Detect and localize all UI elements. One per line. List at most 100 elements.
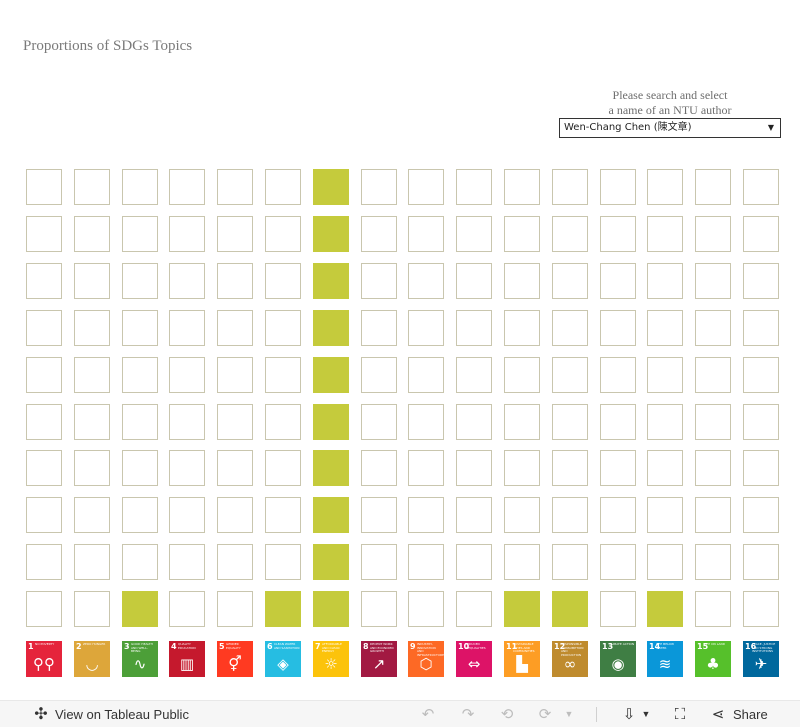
refresh-menu-chevron-icon[interactable]: ▼ [564, 709, 574, 719]
waffle-cell-empty[interactable] [600, 450, 636, 486]
waffle-cell-empty[interactable] [74, 450, 110, 486]
waffle-cell-empty[interactable] [408, 404, 444, 440]
waffle-cell-empty[interactable] [695, 497, 731, 533]
waffle-cell-empty[interactable] [647, 544, 683, 580]
waffle-cell-filled[interactable] [313, 497, 349, 533]
view-on-tableau-link[interactable]: View on Tableau Public [55, 707, 189, 722]
waffle-cell-empty[interactable] [504, 404, 540, 440]
waffle-cell-empty[interactable] [552, 310, 588, 346]
waffle-cell-empty[interactable] [26, 216, 62, 252]
waffle-cell-empty[interactable] [26, 169, 62, 205]
waffle-cell-empty[interactable] [26, 450, 62, 486]
waffle-cell-empty[interactable] [169, 497, 205, 533]
author-select-dropdown[interactable]: Wen-Chang Chen (陳文章) ▼ [559, 118, 781, 138]
waffle-cell-empty[interactable] [456, 450, 492, 486]
waffle-cell-empty[interactable] [169, 310, 205, 346]
waffle-cell-empty[interactable] [408, 169, 444, 205]
waffle-cell-empty[interactable] [504, 263, 540, 299]
waffle-cell-empty[interactable] [647, 310, 683, 346]
waffle-cell-empty[interactable] [217, 310, 253, 346]
waffle-cell-empty[interactable] [169, 169, 205, 205]
waffle-cell-empty[interactable] [169, 216, 205, 252]
waffle-cell-filled[interactable] [647, 591, 683, 627]
waffle-cell-empty[interactable] [647, 216, 683, 252]
waffle-cell-empty[interactable] [361, 544, 397, 580]
waffle-cell-empty[interactable] [552, 404, 588, 440]
waffle-cell-empty[interactable] [743, 310, 779, 346]
waffle-cell-empty[interactable] [600, 591, 636, 627]
waffle-cell-empty[interactable] [600, 404, 636, 440]
waffle-cell-empty[interactable] [456, 357, 492, 393]
waffle-cell-empty[interactable] [361, 310, 397, 346]
waffle-cell-empty[interactable] [600, 357, 636, 393]
waffle-cell-empty[interactable] [26, 544, 62, 580]
waffle-cell-filled[interactable] [122, 591, 158, 627]
waffle-cell-empty[interactable] [74, 404, 110, 440]
waffle-cell-empty[interactable] [695, 357, 731, 393]
undo-icon[interactable]: ↶ [421, 706, 435, 723]
waffle-cell-empty[interactable] [647, 169, 683, 205]
waffle-cell-empty[interactable] [695, 263, 731, 299]
fullscreen-icon[interactable]: ⛶ [674, 706, 686, 723]
waffle-cell-empty[interactable] [504, 544, 540, 580]
waffle-cell-empty[interactable] [74, 263, 110, 299]
waffle-cell-empty[interactable] [361, 404, 397, 440]
waffle-cell-empty[interactable] [217, 263, 253, 299]
waffle-cell-empty[interactable] [408, 310, 444, 346]
waffle-cell-empty[interactable] [122, 450, 158, 486]
waffle-cell-filled[interactable] [313, 591, 349, 627]
waffle-cell-empty[interactable] [695, 591, 731, 627]
waffle-cell-empty[interactable] [265, 169, 301, 205]
waffle-cell-empty[interactable] [408, 450, 444, 486]
waffle-cell-empty[interactable] [74, 357, 110, 393]
waffle-cell-empty[interactable] [169, 404, 205, 440]
waffle-cell-empty[interactable] [600, 310, 636, 346]
waffle-cell-empty[interactable] [265, 544, 301, 580]
waffle-cell-empty[interactable] [552, 357, 588, 393]
waffle-cell-empty[interactable] [122, 263, 158, 299]
waffle-cell-empty[interactable] [600, 216, 636, 252]
waffle-cell-empty[interactable] [647, 404, 683, 440]
waffle-cell-empty[interactable] [217, 450, 253, 486]
waffle-cell-empty[interactable] [552, 169, 588, 205]
waffle-cell-empty[interactable] [695, 450, 731, 486]
waffle-cell-empty[interactable] [695, 404, 731, 440]
waffle-cell-empty[interactable] [122, 310, 158, 346]
waffle-cell-empty[interactable] [504, 450, 540, 486]
waffle-cell-empty[interactable] [504, 310, 540, 346]
waffle-cell-empty[interactable] [552, 544, 588, 580]
waffle-cell-empty[interactable] [456, 404, 492, 440]
waffle-cell-empty[interactable] [169, 591, 205, 627]
waffle-cell-empty[interactable] [743, 497, 779, 533]
waffle-cell-empty[interactable] [361, 591, 397, 627]
waffle-cell-empty[interactable] [504, 357, 540, 393]
revert-icon[interactable]: ⟲ [500, 706, 514, 723]
waffle-cell-empty[interactable] [26, 310, 62, 346]
waffle-cell-empty[interactable] [74, 591, 110, 627]
waffle-cell-empty[interactable] [26, 263, 62, 299]
waffle-cell-empty[interactable] [217, 216, 253, 252]
waffle-cell-empty[interactable] [74, 544, 110, 580]
waffle-cell-empty[interactable] [361, 357, 397, 393]
waffle-cell-empty[interactable] [169, 357, 205, 393]
waffle-cell-empty[interactable] [361, 497, 397, 533]
waffle-cell-empty[interactable] [122, 497, 158, 533]
waffle-cell-empty[interactable] [217, 169, 253, 205]
waffle-cell-empty[interactable] [600, 169, 636, 205]
waffle-cell-empty[interactable] [504, 497, 540, 533]
waffle-cell-empty[interactable] [26, 497, 62, 533]
waffle-cell-empty[interactable] [169, 450, 205, 486]
waffle-cell-filled[interactable] [313, 357, 349, 393]
waffle-cell-empty[interactable] [456, 216, 492, 252]
waffle-cell-filled[interactable] [313, 263, 349, 299]
waffle-cell-empty[interactable] [265, 263, 301, 299]
waffle-cell-empty[interactable] [552, 263, 588, 299]
waffle-cell-empty[interactable] [361, 263, 397, 299]
waffle-cell-empty[interactable] [74, 216, 110, 252]
waffle-cell-empty[interactable] [647, 450, 683, 486]
waffle-cell-empty[interactable] [122, 404, 158, 440]
waffle-cell-empty[interactable] [504, 216, 540, 252]
waffle-cell-empty[interactable] [265, 497, 301, 533]
waffle-cell-empty[interactable] [695, 544, 731, 580]
waffle-cell-empty[interactable] [695, 310, 731, 346]
